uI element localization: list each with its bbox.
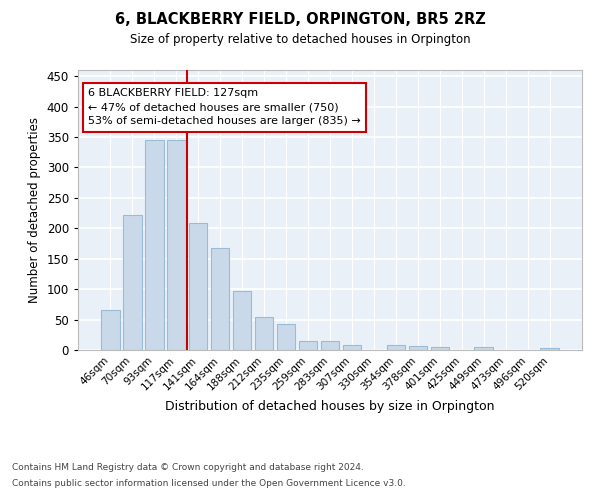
Bar	[233, 291, 251, 350]
Bar	[123, 215, 142, 350]
Bar	[475, 347, 493, 350]
Bar	[211, 248, 229, 350]
Bar	[167, 140, 185, 350]
Bar	[409, 346, 427, 350]
Y-axis label: Number of detached properties: Number of detached properties	[28, 117, 41, 303]
Bar	[101, 310, 119, 350]
Bar	[320, 341, 340, 350]
Bar	[386, 345, 405, 350]
Bar	[343, 345, 361, 350]
Bar	[255, 316, 274, 350]
Bar	[299, 341, 317, 350]
Text: Contains public sector information licensed under the Open Government Licence v3: Contains public sector information licen…	[12, 478, 406, 488]
Text: Contains HM Land Registry data © Crown copyright and database right 2024.: Contains HM Land Registry data © Crown c…	[12, 464, 364, 472]
Text: 6 BLACKBERRY FIELD: 127sqm
← 47% of detached houses are smaller (750)
53% of sem: 6 BLACKBERRY FIELD: 127sqm ← 47% of deta…	[88, 88, 361, 126]
Text: Size of property relative to detached houses in Orpington: Size of property relative to detached ho…	[130, 32, 470, 46]
X-axis label: Distribution of detached houses by size in Orpington: Distribution of detached houses by size …	[165, 400, 495, 413]
Bar	[277, 324, 295, 350]
Bar	[431, 347, 449, 350]
Bar	[541, 348, 559, 350]
Bar	[189, 224, 208, 350]
Text: 6, BLACKBERRY FIELD, ORPINGTON, BR5 2RZ: 6, BLACKBERRY FIELD, ORPINGTON, BR5 2RZ	[115, 12, 485, 28]
Bar	[145, 140, 164, 350]
